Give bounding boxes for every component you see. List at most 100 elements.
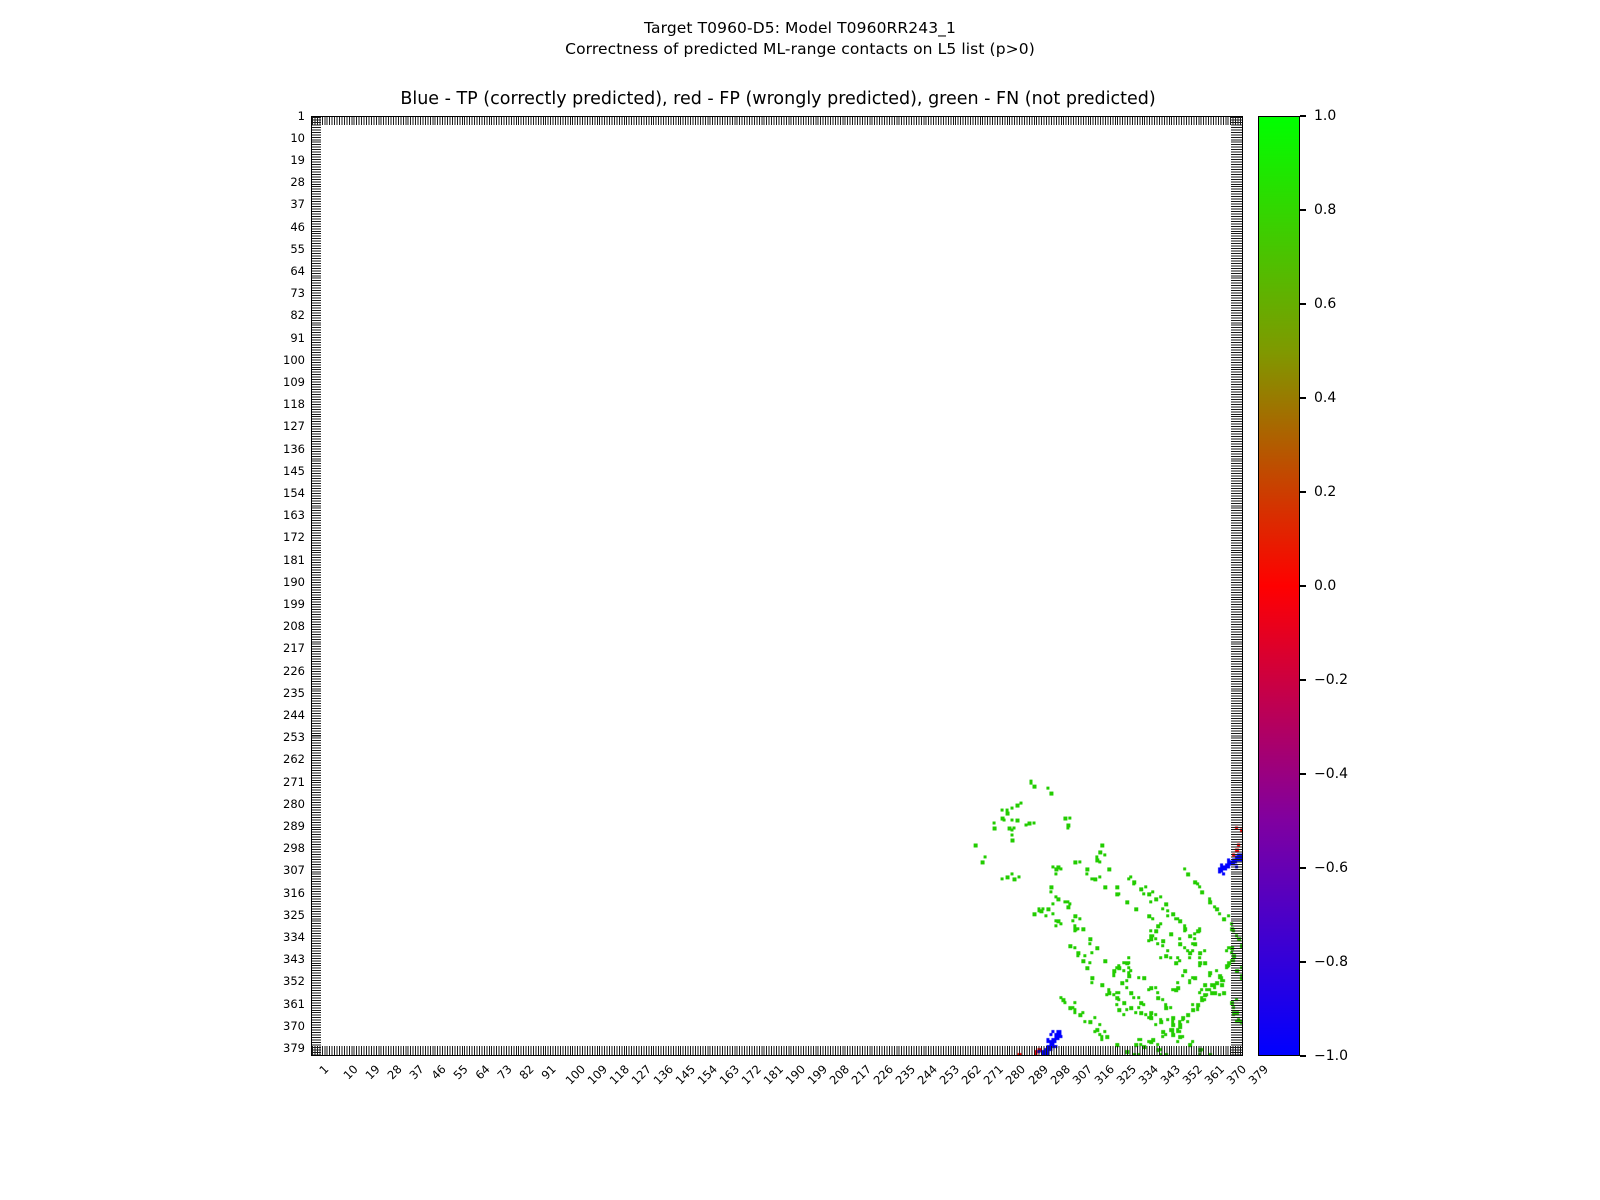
x-axis-tick-label: 163 <box>716 1062 743 1088</box>
x-axis-tick-labels: 1 10 19 28 37 46 55 64 73 82 91 100 109 118 127 136 145 1… <box>311 1062 1270 1182</box>
y-axis-tick-label: 91 <box>290 330 305 345</box>
x-axis-tick-label: 172 <box>738 1062 765 1088</box>
y-axis-tick-label: 379 <box>283 1041 305 1056</box>
x-axis-tick-label: 253 <box>937 1062 963 1088</box>
x-axis-tick-label: 271 <box>981 1062 1007 1088</box>
y-axis-tick-labels: 1 10 19 28 37 46 55 64 73 82 91 100 109 118 127 136 145 1… <box>255 110 305 1056</box>
colorbar-tick-mark <box>1300 1055 1306 1057</box>
x-axis-tick-label: 55 <box>450 1062 471 1083</box>
x-axis-tick-label: 19 <box>362 1062 383 1083</box>
colorbar-tick-label: 0.6 <box>1300 297 1336 311</box>
colorbar-tick-label: −0.2 <box>1300 673 1348 687</box>
x-axis-tick-label: 64 <box>472 1062 493 1083</box>
y-axis-tick-label: 280 <box>283 796 305 811</box>
x-axis-tick-label: 370 <box>1223 1062 1249 1088</box>
colorbar-tick-text: 0.2 <box>1314 484 1337 500</box>
colorbar-tick-mark <box>1300 303 1306 305</box>
colorbar-tick-text: −0.6 <box>1314 860 1348 876</box>
y-axis-tick-label: 28 <box>290 175 305 190</box>
y-axis-tick-label: 145 <box>283 463 305 478</box>
colorbar-tick-text: 0.0 <box>1314 578 1337 594</box>
x-axis-tick-label: 325 <box>1113 1062 1139 1088</box>
y-axis-tick-label: 316 <box>283 885 305 900</box>
colorbar-tick-mark <box>1300 115 1306 117</box>
y-axis-tick-label: 163 <box>283 508 305 523</box>
y-axis-tick-label: 235 <box>283 685 305 700</box>
colorbar-tick-text: −0.8 <box>1314 954 1348 970</box>
y-axis-tick-label: 289 <box>283 819 305 834</box>
y-axis-tick-label: 181 <box>283 552 305 567</box>
y-axis-tick-label: 208 <box>283 619 305 634</box>
colorbar-tick-text: −1.0 <box>1314 1048 1348 1064</box>
colorbar-tick-mark <box>1300 773 1306 775</box>
x-axis-tick-label: 100 <box>562 1062 589 1088</box>
contact-map-plot-area[interactable] <box>311 116 1243 1056</box>
colorbar-tick-label: 0.8 <box>1300 203 1336 217</box>
x-axis-tick-label: 118 <box>606 1062 633 1088</box>
y-axis-tick-label: 154 <box>283 485 305 500</box>
contact-map-canvas[interactable] <box>312 117 1242 1055</box>
y-axis-tick-label: 127 <box>283 419 305 434</box>
y-axis-tick-label: 100 <box>283 352 305 367</box>
y-axis-tick-label: 10 <box>290 130 305 145</box>
x-axis-tick-label: 136 <box>650 1062 677 1088</box>
colorbar-tick-mark <box>1300 397 1306 399</box>
x-axis-tick-label: 217 <box>848 1062 875 1088</box>
y-axis-tick-label: 226 <box>283 663 305 678</box>
chart-title-block: Target T0960-D5: Model T0960RR243_1 Corr… <box>0 18 1600 60</box>
x-axis-tick-label: 307 <box>1069 1062 1095 1088</box>
colorbar-tick-text: 0.6 <box>1314 296 1337 312</box>
x-axis-tick-label: 181 <box>760 1062 787 1088</box>
y-axis-tick-label: 253 <box>283 730 305 745</box>
y-axis-tick-label: 343 <box>283 952 305 967</box>
y-axis-tick-label: 217 <box>283 641 305 656</box>
y-axis-tick-label: 118 <box>283 397 305 412</box>
x-axis-tick-label: 235 <box>893 1062 919 1088</box>
y-axis-tick-label: 37 <box>290 197 305 212</box>
x-axis-tick-label: 298 <box>1047 1062 1073 1088</box>
y-axis-tick-label: 262 <box>283 752 305 767</box>
colorbar[interactable]: 1.0 0.8 0.6 0.4 0.2 0.0 −0.2 −0.4 −0.6 −0.8 −1.0 <box>1258 109 1348 1063</box>
colorbar-tick-mark <box>1300 585 1306 587</box>
colorbar-gradient <box>1258 116 1300 1056</box>
x-axis-tick-label: 190 <box>782 1062 809 1088</box>
y-axis-tick-label: 19 <box>290 152 305 167</box>
x-axis-tick-label: 127 <box>628 1062 655 1088</box>
x-axis-tick-label: 73 <box>494 1062 515 1083</box>
y-axis-tick-label: 190 <box>283 574 305 589</box>
x-axis-tick-label: 334 <box>1135 1062 1161 1088</box>
y-axis-tick-label: 82 <box>290 308 305 323</box>
y-axis-tick-label: 64 <box>290 263 305 278</box>
x-axis-tick-label: 82 <box>516 1062 537 1083</box>
y-axis-tick-label: 244 <box>283 708 305 723</box>
x-axis-tick-label: 91 <box>538 1062 559 1083</box>
x-axis-tick-label: 262 <box>959 1062 985 1088</box>
chart-title-line-1: Target T0960-D5: Model T0960RR243_1 <box>644 19 956 37</box>
y-axis-tick-label: 199 <box>283 597 305 611</box>
colorbar-tick-text: −0.4 <box>1314 766 1348 782</box>
y-axis-tick-label: 352 <box>283 974 305 989</box>
y-axis-tick-label: 325 <box>283 907 305 922</box>
x-axis-tick-label: 316 <box>1091 1062 1117 1088</box>
chart-legend-subtitle: Blue - TP (correctly predicted), red - F… <box>400 89 1156 109</box>
y-axis-tick-label: 172 <box>283 530 305 545</box>
y-axis-tick-label: 46 <box>290 219 305 234</box>
x-axis-tick-label: 109 <box>584 1062 611 1088</box>
y-axis-tick-label: 370 <box>283 1018 305 1033</box>
x-axis-tick-label: 244 <box>915 1062 941 1088</box>
colorbar-tick-label: −1.0 <box>1300 1049 1348 1063</box>
x-axis-tick-label: 1 <box>316 1062 332 1078</box>
x-axis-tick-label: 343 <box>1157 1062 1183 1088</box>
x-axis-tick-label: 46 <box>428 1062 449 1083</box>
x-axis-tick-label: 226 <box>870 1062 897 1088</box>
x-axis-tick-label: 352 <box>1179 1062 1205 1088</box>
x-axis-tick-label: 37 <box>406 1062 427 1083</box>
x-axis-tick-label: 145 <box>672 1062 699 1088</box>
y-axis-tick-label: 73 <box>290 286 305 301</box>
colorbar-tick-mark <box>1300 209 1306 211</box>
y-axis-tick-label: 109 <box>283 374 305 389</box>
y-axis-tick-label: 361 <box>283 996 305 1011</box>
colorbar-tick-text: −0.2 <box>1314 672 1348 688</box>
colorbar-tick-labels: 1.0 0.8 0.6 0.4 0.2 0.0 −0.2 −0.4 −0.6 −0.8 −1.0 <box>1300 109 1370 1063</box>
x-axis-tick-label: 379 <box>1245 1062 1271 1088</box>
